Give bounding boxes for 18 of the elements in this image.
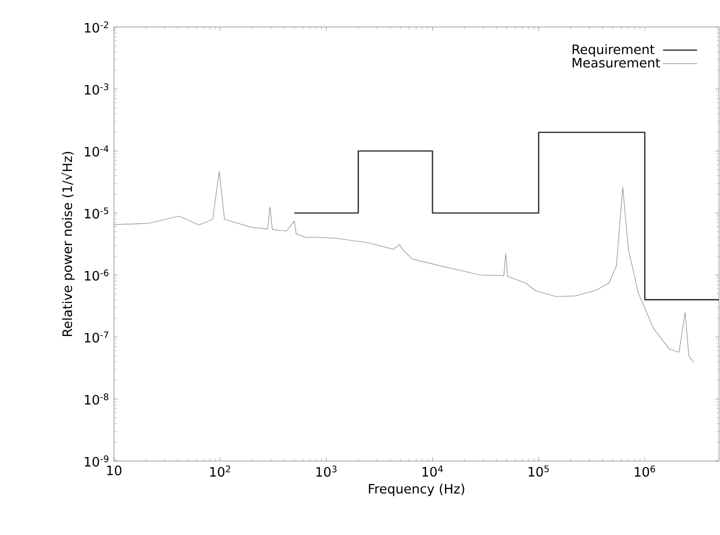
- y-tick-label: 10$^{-8}$: [84, 393, 108, 405]
- y-tick-label: 10$^{-3}$: [84, 83, 108, 95]
- y-tick-label: 10$^{-2}$: [84, 21, 108, 33]
- x-tick-label: 10$^{3}$: [316, 466, 336, 477]
- x-axis-title: Frequency (Hz): [368, 484, 464, 496]
- x-tick-label: 10$^{2}$: [210, 466, 230, 477]
- y-axis-title: Relative power noise (1/√Hz): [61, 152, 75, 336]
- legend-label: Requirement: [572, 44, 654, 57]
- y-tick-label: 10$^{-4}$: [84, 145, 108, 157]
- x-tick-label: 10: [107, 466, 122, 476]
- x-tick-label: 10$^{4}$: [422, 466, 443, 477]
- x-tick-label: 10$^{6}$: [634, 466, 656, 477]
- x-tick-label: 10$^{5}$: [528, 466, 549, 477]
- legend-label: Measurement: [572, 58, 660, 68]
- y-tick-label: 10$^{-9}$: [84, 455, 108, 467]
- y-tick-label: 10$^{-6}$: [84, 269, 108, 281]
- y-tick-label: 10$^{-7}$: [84, 331, 108, 343]
- y-tick-label: 10$^{-5}$: [84, 207, 108, 219]
